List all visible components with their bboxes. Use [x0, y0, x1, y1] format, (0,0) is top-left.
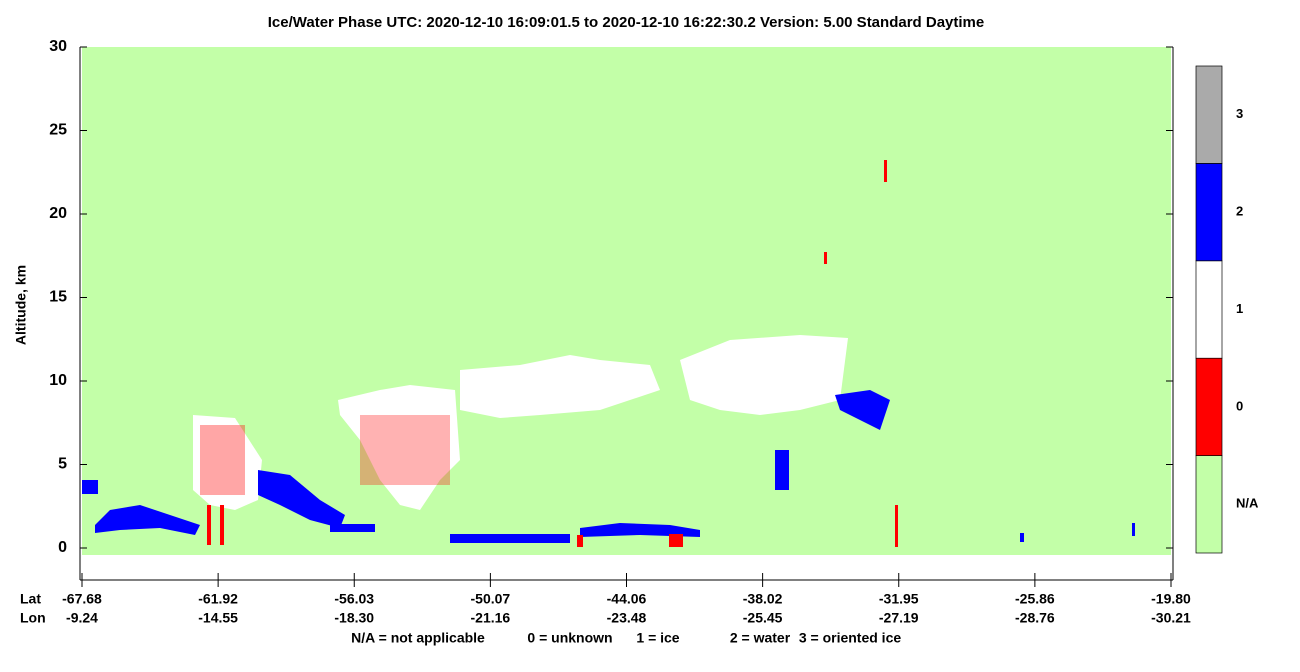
- y-axis-label: Altitude, km: [13, 265, 29, 345]
- colorbar-label: 2: [1236, 204, 1243, 219]
- cloud-feature: [1132, 523, 1135, 536]
- lon-label: -25.45: [743, 610, 783, 626]
- legend-note: 0 = unknown: [527, 630, 612, 646]
- cloud-feature: [95, 505, 200, 535]
- cloud-feature: [775, 450, 789, 490]
- cloud-feature: [450, 534, 570, 543]
- colorbar-label: N/A: [1236, 496, 1259, 511]
- chart-title: Ice/Water Phase UTC: 2020-12-10 16:09:01…: [268, 14, 984, 31]
- colorbar-segment: [1195, 357, 1223, 456]
- lat-label: -25.86: [1015, 591, 1055, 607]
- lon-label: -27.19: [879, 610, 919, 626]
- lat-label: -67.68: [62, 591, 102, 607]
- y-tick-label: 0: [58, 539, 67, 556]
- lon-label: -28.76: [1015, 610, 1055, 626]
- cloud-feature: [824, 252, 827, 264]
- colorbar-segment: [1195, 163, 1223, 262]
- cloud-feature: [82, 480, 98, 494]
- cloud-feature: [580, 523, 700, 537]
- lat-label: -31.95: [879, 591, 919, 607]
- lat-label: -50.07: [471, 591, 511, 607]
- cloud-feature: [835, 390, 890, 430]
- cloud-feature: [193, 415, 262, 510]
- legend-note: N/A = not applicable: [351, 630, 485, 646]
- cloud-feature: [258, 470, 345, 528]
- legend-note: 3 = oriented ice: [799, 630, 902, 646]
- y-tick-label: 5: [58, 456, 67, 473]
- lat-label: -56.03: [334, 591, 374, 607]
- colorbar-segment: [1195, 455, 1223, 554]
- cloud-feature: [680, 335, 848, 415]
- x-row-label: Lon: [20, 610, 46, 626]
- cloud-feature: [884, 160, 887, 182]
- lon-label: -9.24: [66, 610, 98, 626]
- cloud-features: [82, 160, 1135, 547]
- colorbar-segment: [1195, 260, 1223, 359]
- lat-label: -19.80: [1151, 591, 1191, 607]
- colorbar-label: 1: [1236, 301, 1243, 316]
- colorbar-segment: [1195, 65, 1223, 164]
- cloud-feature: [577, 535, 583, 547]
- legend-note: 2 = water: [730, 630, 791, 646]
- plot-field: [82, 47, 1171, 555]
- lon-label: -18.30: [334, 610, 374, 626]
- cloud-feature: [220, 505, 224, 545]
- y-tick-label: 20: [49, 205, 67, 222]
- cloud-feature: [360, 415, 450, 485]
- lon-label: -14.55: [198, 610, 238, 626]
- cloud-feature: [207, 505, 211, 545]
- cloud-feature: [200, 425, 245, 495]
- lat-label: -44.06: [607, 591, 647, 607]
- y-tick-label: 15: [49, 289, 67, 306]
- cloud-feature: [338, 385, 460, 510]
- y-tick-label: 30: [49, 38, 67, 55]
- cloud-feature: [460, 355, 660, 418]
- lat-label: -38.02: [743, 591, 783, 607]
- cloud-feature: [895, 505, 898, 547]
- lon-label: -30.21: [1151, 610, 1191, 626]
- lon-label: -23.48: [607, 610, 647, 626]
- x-row-label: Lat: [20, 591, 41, 607]
- lon-label: -21.16: [471, 610, 511, 626]
- cloud-feature: [1020, 533, 1024, 542]
- y-tick-label: 10: [49, 372, 67, 389]
- colorbar-label: 0: [1236, 398, 1243, 413]
- cloud-feature: [669, 534, 683, 547]
- colorbar-label: 3: [1236, 106, 1243, 121]
- cloud-feature: [330, 524, 375, 532]
- lat-label: -61.92: [198, 591, 238, 607]
- y-tick-label: 25: [49, 122, 67, 139]
- legend-note: 1 = ice: [636, 630, 679, 646]
